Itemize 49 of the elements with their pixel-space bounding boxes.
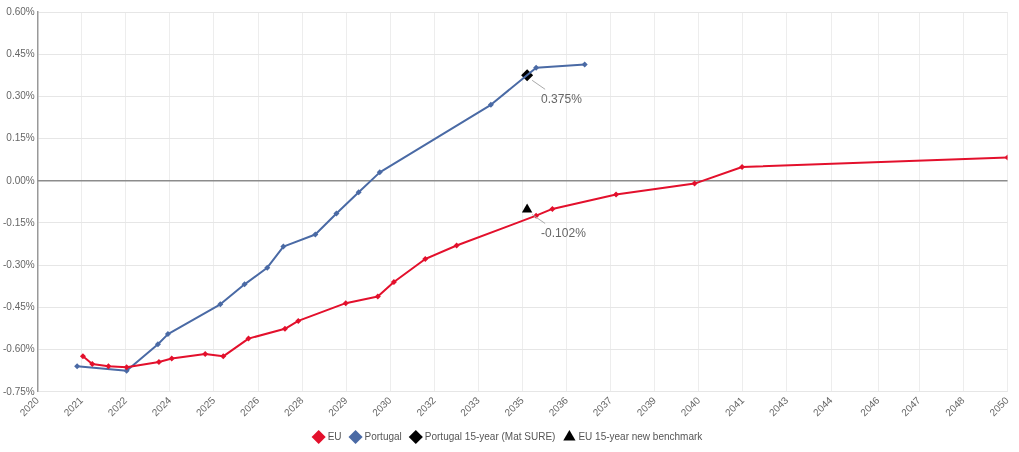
- y-tick-label: 0.45%: [6, 47, 35, 59]
- point: [280, 243, 287, 250]
- y-tick-label: -0.30%: [3, 258, 35, 270]
- point: [549, 205, 556, 212]
- point: [217, 301, 224, 308]
- point: [220, 353, 227, 360]
- y-tick-label: 0.00%: [6, 174, 35, 186]
- point: [295, 317, 302, 324]
- y-tick-label: -0.45%: [3, 301, 35, 313]
- point: [422, 256, 429, 262]
- point: [342, 300, 349, 307]
- point: [355, 189, 362, 196]
- point: [390, 279, 397, 286]
- point: [79, 353, 86, 360]
- y-tick-label: -0.15%: [3, 216, 35, 228]
- point: [164, 331, 171, 338]
- point: [453, 242, 460, 249]
- point: [202, 351, 209, 358]
- y-tick-label: 0.15%: [6, 132, 35, 144]
- point: [739, 164, 746, 171]
- point: [487, 101, 494, 108]
- y-tick-label: 0.60%: [6, 5, 35, 17]
- point: [613, 191, 620, 198]
- point: [281, 325, 288, 332]
- legend-label: Portugal 15-year (Mat SURE): [424, 430, 556, 442]
- point: [581, 61, 588, 68]
- point: [333, 210, 340, 217]
- legend-label: EU 15-year new benchmark: [578, 430, 704, 442]
- point: [74, 363, 81, 370]
- legend-label: EU: [327, 430, 342, 442]
- y-tick-label: -0.75%: [3, 385, 35, 397]
- point: [89, 360, 96, 367]
- y-tick-label: -0.60%: [3, 343, 35, 355]
- point: [245, 335, 252, 342]
- legend-label: Portugal: [364, 430, 402, 442]
- y-tick-label: 0.30%: [6, 90, 35, 102]
- point: [533, 64, 540, 71]
- point: [264, 264, 271, 271]
- point: [241, 281, 248, 288]
- data-label: -0.102%: [541, 225, 587, 240]
- point: [376, 169, 383, 176]
- point: [105, 363, 112, 370]
- data-label: 0.375%: [541, 91, 583, 106]
- point: [155, 358, 162, 365]
- point: [312, 231, 319, 238]
- point: [154, 341, 161, 348]
- point: [374, 293, 381, 300]
- point: [168, 355, 175, 362]
- point: [691, 180, 698, 187]
